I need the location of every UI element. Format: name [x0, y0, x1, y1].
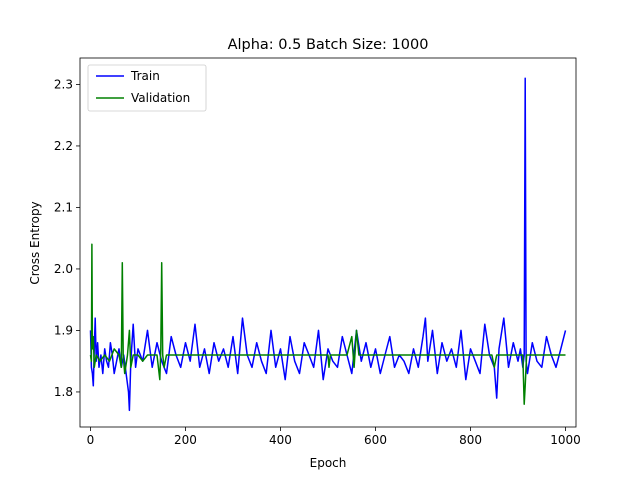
legend-label-validation: Validation: [131, 91, 190, 105]
y-tick-label: 2.0: [54, 262, 73, 276]
y-tick-label: 2.3: [54, 77, 73, 91]
series-line-validation: [89, 243, 566, 405]
x-tick-label: 200: [174, 433, 197, 447]
plot-area: 0 200 400 600 800 1000 1.8 1.9 2.0 2.1 2.2 2.3 Train…: [54, 57, 581, 447]
x-tick-label: 600: [364, 433, 387, 447]
x-axis-label: Epoch: [310, 456, 347, 470]
y-axis-label: Cross Entropy: [28, 201, 42, 284]
x-tick-label: 1000: [550, 433, 581, 447]
y-tick-label: 1.9: [54, 323, 73, 337]
y-tick-label: 2.1: [54, 200, 73, 214]
y-tick-label: 2.2: [54, 139, 73, 153]
x-tick-label: 0: [87, 433, 95, 447]
y-tick-label: 1.8: [54, 385, 73, 399]
series-line-train: [89, 77, 567, 412]
x-tick-label: 400: [269, 433, 292, 447]
axes-frame: [79, 57, 577, 428]
x-tick-label: 800: [459, 433, 482, 447]
chart-title: Alpha: 0.5 Batch Size: 1000: [228, 37, 429, 53]
legend-label-train: Train: [130, 69, 160, 83]
